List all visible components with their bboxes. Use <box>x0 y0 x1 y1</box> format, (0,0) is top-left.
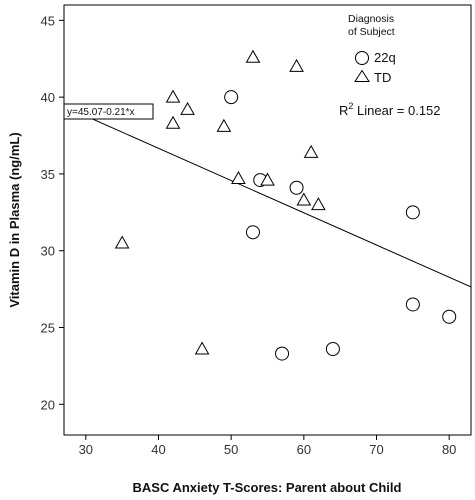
point-td-triangle <box>194 341 210 355</box>
x-tick-label: 40 <box>151 442 165 457</box>
point-td-triangle <box>114 235 130 249</box>
legend-marker-circle <box>355 51 369 65</box>
legend: Diagnosis of Subject 22q TD <box>348 13 396 85</box>
y-tick-label: 35 <box>41 167 55 182</box>
point-td-triangle <box>165 89 181 103</box>
point-22q-circle <box>289 180 304 195</box>
y-tick-label: 40 <box>41 90 55 105</box>
legend-label-td: TD <box>374 70 391 85</box>
y-axis-title: Vitamin D in Plasma (ng/mL) <box>7 132 22 307</box>
point-td-triangle <box>296 192 312 206</box>
r2-label: R <box>339 103 348 118</box>
legend-label-22q: 22q <box>374 50 396 65</box>
point-td-triangle <box>311 197 326 211</box>
y-tick-label: 30 <box>41 244 55 259</box>
point-td-triangle <box>260 172 275 186</box>
point-22q-circle <box>245 225 260 240</box>
point-22q-circle <box>405 297 420 312</box>
point-td-triangle <box>231 171 246 185</box>
x-tick-label: 70 <box>369 442 383 457</box>
r2-superscript: 2 <box>348 101 353 111</box>
equation-box: y=45.07-0.21*x <box>63 103 154 120</box>
y-tick-label: 20 <box>41 397 55 412</box>
y-tick-label: 45 <box>41 13 55 28</box>
point-td-triangle <box>245 49 261 63</box>
y-tick-label: 25 <box>41 321 55 336</box>
x-tick-label: 60 <box>297 442 311 457</box>
point-22q-circle <box>275 346 290 361</box>
fit-line <box>64 105 471 288</box>
legend-title-line2: of Subject <box>348 26 395 38</box>
x-tick-label: 80 <box>442 442 456 457</box>
point-td-triangle <box>303 144 319 158</box>
x-axis-title: BASC Anxiety T-Scores: Parent about Chil… <box>133 480 402 495</box>
r2-value: Linear = 0.152 <box>353 103 440 118</box>
point-td-triangle <box>289 58 304 72</box>
r2-annotation: R2 Linear = 0.152 <box>339 101 441 118</box>
x-tick-label: 50 <box>224 442 238 457</box>
point-td-triangle <box>216 118 232 132</box>
legend-marker-triangle <box>354 69 370 82</box>
point-22q-circle <box>325 342 340 356</box>
point-td-triangle <box>165 115 181 129</box>
point-td-triangle <box>180 101 195 115</box>
point-22q-circle <box>224 90 239 105</box>
point-22q-circle <box>442 309 457 324</box>
equation-label: y=45.07-0.21*x <box>67 107 135 118</box>
plot-frame <box>63 4 472 436</box>
point-22q-circle <box>405 205 420 220</box>
x-tick-label: 30 <box>79 442 93 457</box>
legend-title-line1: Diagnosis <box>348 13 394 25</box>
equation-box-border <box>63 103 154 120</box>
